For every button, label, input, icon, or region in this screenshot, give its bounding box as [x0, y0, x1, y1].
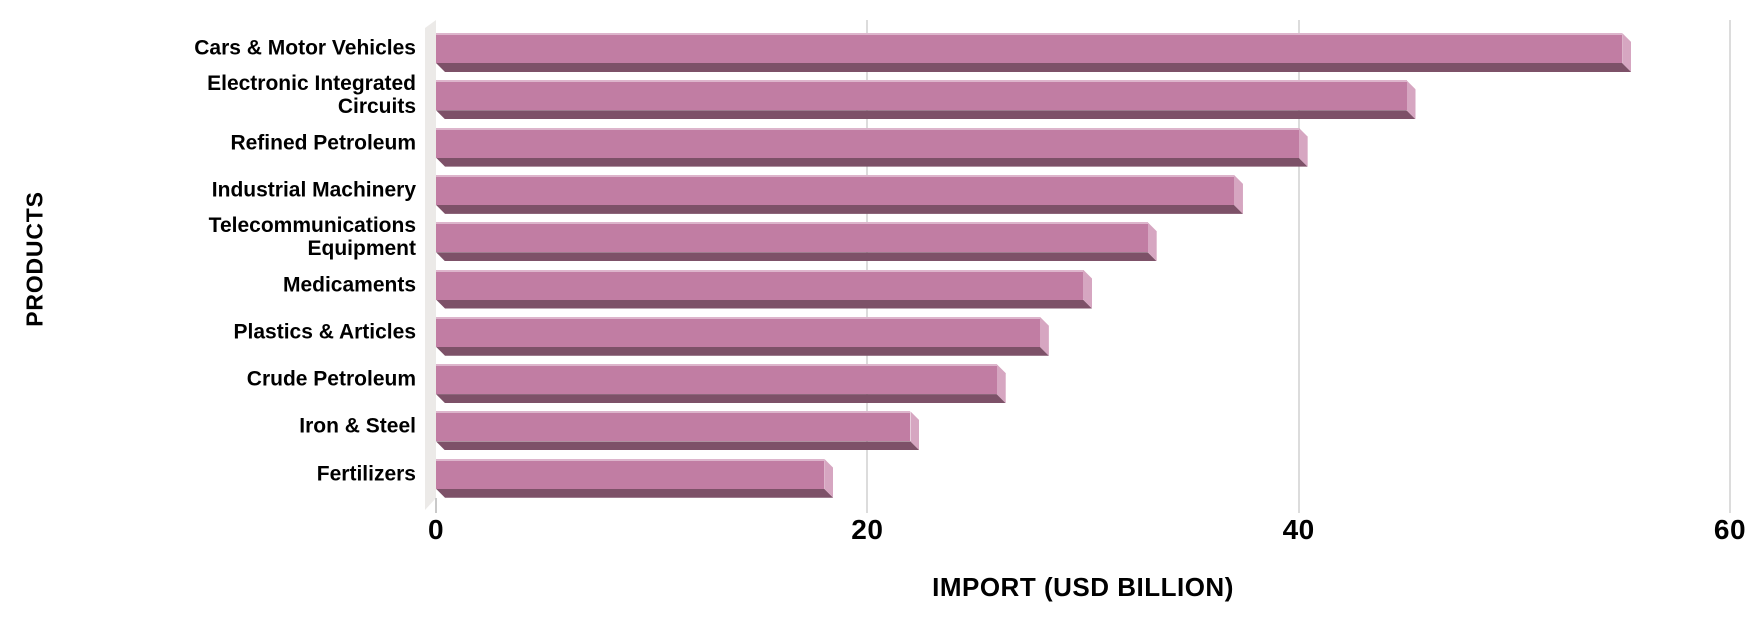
gridline	[866, 20, 869, 513]
category-axis: Cars & Motor Vehicles Electronic Integrat…	[0, 20, 416, 498]
x-axis: 0 20 40 60	[428, 514, 1746, 548]
axis-wall	[425, 20, 436, 510]
gridline	[1297, 20, 1300, 513]
category-label: Cars & Motor Vehicles	[194, 36, 416, 60]
x-tick	[435, 498, 437, 513]
plot-area	[435, 20, 1731, 513]
x-axis-title: IMPORT (USD BILLION)	[932, 572, 1234, 602]
bar	[436, 127, 1299, 158]
x-tick-label: 0	[427, 514, 445, 545]
x-tick-label: 40	[1282, 514, 1315, 545]
category-label: Industrial Machinery	[211, 178, 416, 202]
x-tick-label: 20	[851, 514, 884, 545]
bar	[436, 33, 1623, 63]
category-label: Medicaments	[282, 273, 416, 296]
category-label: Fertilizers	[316, 462, 416, 486]
category-label: Electronic Integrated Circuits	[207, 72, 416, 119]
bar	[436, 316, 1040, 347]
category-label: Telecommunications Equipment	[208, 214, 416, 261]
gridline	[1729, 20, 1731, 513]
category-label: Crude Petroleum	[246, 367, 416, 391]
bar	[436, 411, 911, 442]
bar	[436, 364, 997, 395]
category-label: Iron & Steel	[299, 414, 416, 438]
bar	[436, 458, 825, 489]
bar	[436, 222, 1148, 253]
bar	[436, 80, 1407, 111]
bar	[436, 174, 1234, 205]
category-label: Refined Petroleum	[230, 131, 416, 155]
bar	[436, 269, 1083, 300]
category-label: Plastics & Articles	[233, 320, 416, 344]
x-tick-label: 60	[1713, 514, 1747, 545]
